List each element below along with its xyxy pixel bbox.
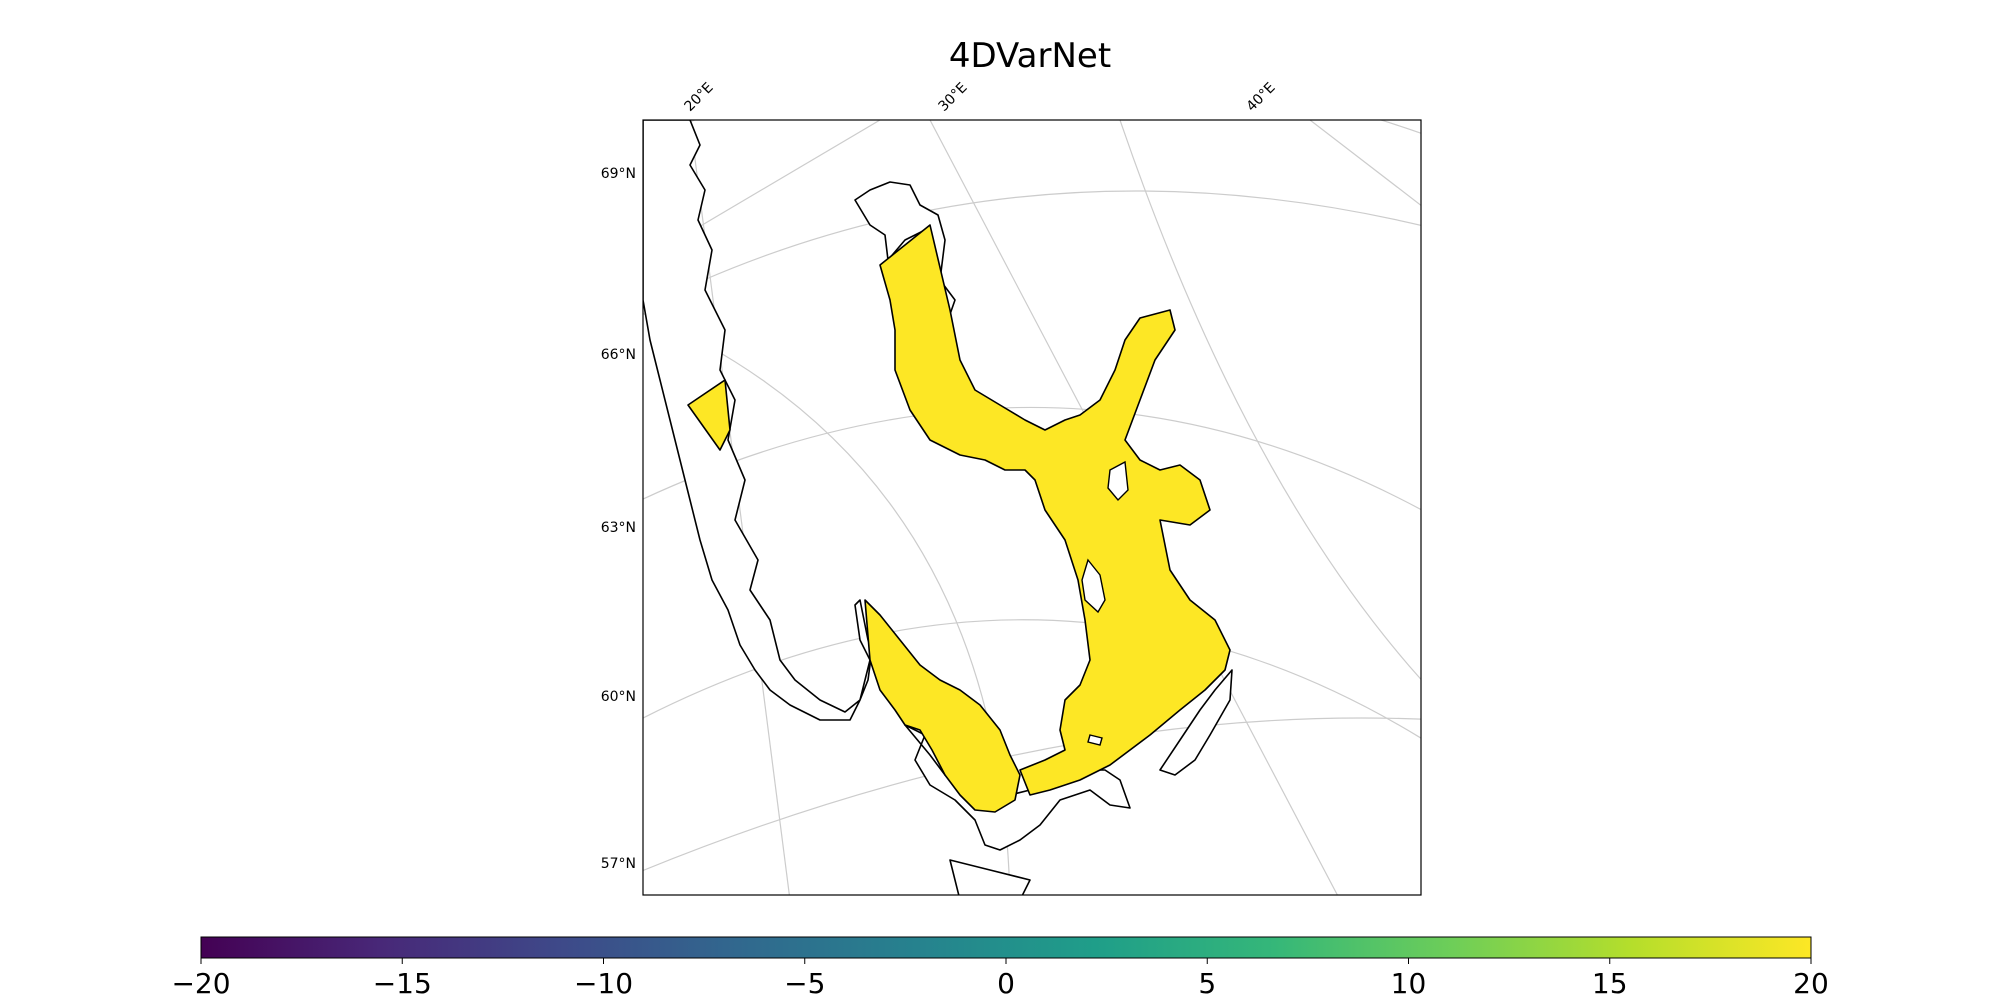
data-field <box>687 224 1231 813</box>
norway-coast <box>643 120 873 721</box>
lat-label-69: 69°N <box>601 166 636 182</box>
south-land <box>949 859 1031 895</box>
parallel-60n <box>643 619 1421 739</box>
lon-label-40: 40°E <box>1244 80 1279 115</box>
parallel-66n <box>643 190 1421 309</box>
parallel-57n <box>643 717 1421 872</box>
lon-label-20: 20°E <box>682 80 717 115</box>
colorbar-tick-label: −10 <box>574 967 633 1000</box>
latitude-labels: 69°N 66°N 63°N 60°N 57°N <box>601 166 636 872</box>
lat-label-57: 57°N <box>601 856 636 872</box>
graticule <box>643 120 1421 895</box>
coastline <box>643 120 1233 895</box>
lake-1 <box>1081 558 1106 614</box>
norwegian-fjord-field <box>687 379 731 451</box>
colorbar-tick-label: 10 <box>1391 967 1427 1000</box>
colorbar-gradient <box>200 936 1812 959</box>
kattegat <box>864 599 1021 813</box>
map-frame <box>642 119 1422 896</box>
lat-label-60: 60°N <box>601 689 636 705</box>
parallel-69n <box>643 120 1421 141</box>
meridian-35e <box>1119 120 1421 681</box>
lake-2 <box>1107 460 1129 502</box>
lat-label-66: 66°N <box>601 347 636 363</box>
parallel-63n <box>643 406 1421 511</box>
colorbar-tick-label: 5 <box>1198 967 1216 1000</box>
colorbar: −20 −15 −10 −5 0 5 10 15 20 <box>171 936 1829 1000</box>
colorbar-tick-label: −20 <box>171 967 230 1000</box>
colorbar-ticks: −20 −15 −10 −5 0 5 10 15 20 <box>171 958 1829 1000</box>
lakes <box>1081 460 1129 746</box>
colorbar-tick-label: −5 <box>784 967 825 1000</box>
colorbar-tick-label: 20 <box>1793 967 1829 1000</box>
colorbar-tick-label: 0 <box>997 967 1015 1000</box>
lon-label-30: 30°E <box>936 80 971 115</box>
gulf-of-bothnia <box>879 224 1231 796</box>
map-title: 4DVarNet <box>948 36 1112 76</box>
lat-label-63: 63°N <box>601 520 636 536</box>
lake-3 <box>1087 734 1103 746</box>
colorbar-tick-label: −15 <box>373 967 432 1000</box>
meridian-40e <box>1309 120 1421 207</box>
kola-coast <box>854 181 956 321</box>
longitude-labels: 20°E 30°E 40°E <box>682 80 1279 115</box>
colorbar-tick-label: 15 <box>1592 967 1628 1000</box>
east-coast <box>1159 669 1233 776</box>
